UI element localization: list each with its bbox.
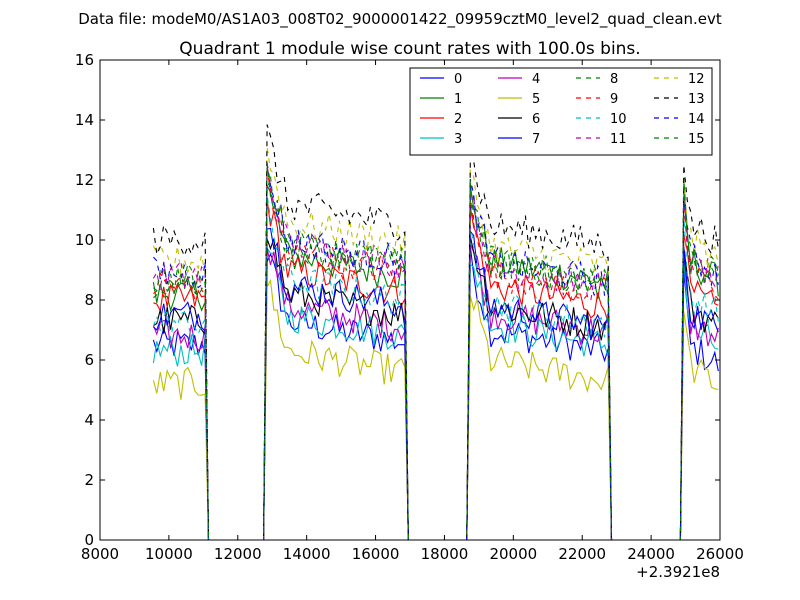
legend-label-4: 4 — [532, 72, 540, 87]
suptitle: Data file: modeM0/AS1A03_008T02_90000014… — [78, 10, 722, 29]
series-line-9 — [153, 168, 719, 540]
series-line-2 — [153, 198, 719, 540]
x-tick-label: 24000 — [627, 545, 675, 563]
chart-title: Quadrant 1 module wise count rates with … — [179, 39, 640, 59]
series-line-14 — [152, 162, 719, 540]
series-line-15 — [153, 162, 719, 540]
legend-label-1: 1 — [454, 92, 462, 107]
x-tick-label: 18000 — [421, 545, 469, 563]
series-line-8 — [153, 175, 719, 540]
series-line-13 — [152, 124, 719, 540]
legend-label-7: 7 — [532, 132, 540, 147]
legend-label-10: 10 — [610, 112, 627, 127]
legend-box — [409, 67, 713, 156]
y-tick-label: 6 — [84, 351, 94, 369]
y-tick-label: 4 — [84, 411, 94, 429]
series-line-7 — [153, 227, 719, 540]
series-group — [152, 124, 719, 540]
y-tick-label: 12 — [75, 171, 94, 189]
x-tick-label: 26000 — [696, 545, 744, 563]
series-line-5 — [152, 278, 719, 540]
legend-label-8: 8 — [610, 72, 618, 87]
x-tick-label: 14000 — [283, 545, 331, 563]
series-line-3 — [152, 246, 719, 540]
legend-label-5: 5 — [532, 92, 540, 107]
x-offset-label: +2.3921e8 — [636, 563, 720, 581]
y-tick-label: 0 — [84, 531, 94, 549]
legend-label-0: 0 — [454, 72, 462, 87]
legend-label-12: 12 — [688, 72, 705, 87]
series-line-6 — [153, 236, 719, 540]
legend-label-9: 9 — [610, 92, 618, 107]
y-tick-label: 10 — [75, 231, 94, 249]
y-tick-label: 8 — [84, 291, 94, 309]
x-tick-label: 22000 — [558, 545, 606, 563]
x-tick-label: 20000 — [489, 545, 537, 563]
series-line-12 — [152, 146, 719, 540]
legend-label-15: 15 — [688, 132, 705, 147]
y-tick-label: 2 — [84, 471, 94, 489]
y-tick-label: 14 — [75, 111, 94, 129]
series-line-0 — [152, 246, 719, 540]
legend-label-6: 6 — [532, 112, 540, 127]
legend-label-11: 11 — [610, 132, 627, 147]
x-tick-label: 8000 — [81, 545, 119, 563]
legend-label-3: 3 — [454, 132, 462, 147]
legend-label-2: 2 — [454, 112, 462, 127]
x-tick-label: 12000 — [214, 545, 262, 563]
x-tick-label: 10000 — [145, 545, 193, 563]
legend-label-13: 13 — [688, 92, 705, 107]
series-line-11 — [152, 165, 719, 540]
series-line-1 — [152, 177, 719, 540]
series-line-4 — [152, 243, 719, 540]
series-line-10 — [152, 194, 719, 540]
legend-label-14: 14 — [688, 112, 705, 127]
y-tick-label: 16 — [75, 51, 94, 69]
x-tick-label: 16000 — [352, 545, 400, 563]
